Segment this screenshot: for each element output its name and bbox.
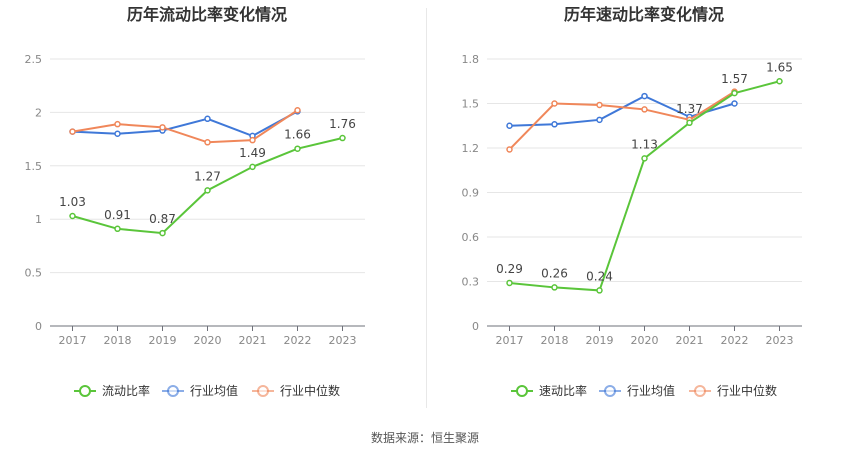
data-label: 0.87 bbox=[149, 212, 176, 226]
data-point-company bbox=[686, 119, 693, 127]
x-tick-label: 2020 bbox=[631, 334, 659, 347]
series-line-industry-median bbox=[72, 109, 299, 144]
data-point-company bbox=[506, 279, 513, 287]
x-tick-label: 2018 bbox=[104, 334, 132, 347]
data-label: 1.76 bbox=[329, 117, 356, 131]
x-tick-label: 2022 bbox=[284, 334, 312, 347]
data-point-industry-avg bbox=[641, 92, 648, 100]
data-label: 1.37 bbox=[676, 102, 703, 116]
legend-marker bbox=[167, 385, 179, 397]
data-label: 1.66 bbox=[284, 128, 311, 142]
x-tick-label: 2023 bbox=[329, 334, 357, 347]
data-point-industry-avg bbox=[596, 116, 603, 124]
data-point-company bbox=[69, 212, 76, 220]
data-label: 1.57 bbox=[721, 72, 748, 86]
data-label: 1.27 bbox=[194, 169, 221, 183]
legend-marker bbox=[694, 385, 706, 397]
x-tick-label: 2022 bbox=[721, 334, 749, 347]
chart-title: 历年流动比率变化情况 bbox=[127, 5, 287, 24]
y-tick-label: 0.9 bbox=[462, 187, 480, 200]
data-point-industry-median bbox=[294, 107, 301, 114]
data-point-company bbox=[294, 145, 301, 152]
data-point-industry-median bbox=[641, 106, 648, 113]
legend-label: 行业均值 bbox=[190, 383, 238, 398]
data-point-industry-median bbox=[506, 146, 513, 153]
data-label: 0.91 bbox=[104, 208, 131, 222]
y-tick-label: 0.3 bbox=[462, 276, 480, 289]
y-tick-label: 2.5 bbox=[25, 53, 43, 66]
data-point-industry-median bbox=[204, 139, 211, 146]
data-source-value: 恒生聚源 bbox=[431, 431, 480, 445]
legend-marker bbox=[79, 385, 91, 397]
x-tick-label: 2019 bbox=[149, 334, 177, 347]
data-point-industry-median bbox=[551, 100, 558, 107]
data-point-industry-avg bbox=[114, 130, 121, 138]
data-point-company bbox=[249, 163, 256, 171]
chart-1: 历年流动比率变化情况 0 0.5 1 1.5 2 2.5 2017 2018 2019 2020 20… bbox=[25, 5, 365, 398]
data-point-industry-avg bbox=[204, 115, 211, 123]
x-tick-label: 2021 bbox=[239, 334, 267, 347]
data-point-industry-median bbox=[159, 124, 166, 131]
data-point-company bbox=[551, 284, 558, 291]
data-label: 0.24 bbox=[586, 269, 613, 283]
legend-label: 行业均值 bbox=[627, 383, 675, 398]
legend-marker bbox=[516, 385, 528, 397]
y-tick-label: 1 bbox=[35, 213, 42, 226]
data-point-industry-median bbox=[114, 120, 121, 128]
legend-label: 速动比率 bbox=[539, 383, 587, 398]
data-label: 0.26 bbox=[541, 266, 568, 280]
y-tick-label: 1.5 bbox=[462, 98, 480, 111]
data-source-footer: 数据来源：恒生聚源 bbox=[0, 429, 850, 446]
data-label: 1.65 bbox=[766, 60, 793, 74]
data-label: 1.13 bbox=[631, 137, 658, 151]
x-tick-label: 2020 bbox=[194, 334, 222, 347]
x-tick-label: 2017 bbox=[496, 334, 524, 347]
data-point-industry-median bbox=[596, 101, 603, 109]
y-tick-label: 2 bbox=[35, 106, 42, 119]
data-point-company bbox=[641, 155, 648, 162]
x-tick-label: 2018 bbox=[541, 334, 569, 347]
data-point-industry-avg bbox=[506, 122, 513, 129]
data-point-company bbox=[114, 225, 121, 233]
y-tick-label: 1.5 bbox=[25, 160, 43, 173]
data-label: 1.49 bbox=[239, 146, 266, 160]
y-tick-label: 0 bbox=[35, 320, 42, 333]
legend-label: 流动比率 bbox=[102, 383, 150, 398]
chart-2: 历年速动比率变化情况 0 0.3 0.6 0.9 1.2 1.5 1.8 2017 2018 201… bbox=[462, 5, 802, 398]
data-point-industry-median bbox=[249, 136, 256, 144]
panel-divider bbox=[426, 8, 427, 408]
x-tick-label: 2023 bbox=[766, 334, 794, 347]
y-tick-label: 0 bbox=[472, 320, 479, 333]
y-tick-label: 0.5 bbox=[25, 267, 43, 280]
legend-marker bbox=[604, 385, 616, 397]
series-line-industry-median bbox=[508, 90, 736, 151]
data-point-company bbox=[596, 287, 603, 294]
x-tick-label: 2017 bbox=[59, 334, 87, 347]
legend-marker bbox=[257, 385, 269, 397]
data-point-industry-avg bbox=[551, 121, 558, 128]
x-tick-label: 2021 bbox=[676, 334, 704, 347]
y-tick-label: 1.2 bbox=[462, 142, 480, 155]
data-point-industry-avg bbox=[731, 100, 738, 107]
data-point-industry-median bbox=[69, 128, 76, 135]
data-point-company bbox=[339, 134, 346, 142]
series-line-industry-avg bbox=[72, 110, 298, 137]
x-tick-label: 2019 bbox=[586, 334, 614, 347]
data-source-label: 数据来源： bbox=[370, 431, 431, 445]
chart-title: 历年速动比率变化情况 bbox=[564, 5, 724, 24]
data-point-company bbox=[731, 89, 738, 97]
data-point-company bbox=[204, 187, 211, 194]
data-point-company bbox=[159, 229, 166, 237]
y-tick-label: 0.6 bbox=[462, 231, 480, 244]
data-label: 0.29 bbox=[496, 262, 523, 276]
data-point-company bbox=[776, 78, 783, 85]
legend-label: 行业中位数 bbox=[717, 383, 777, 398]
legend-label: 行业中位数 bbox=[280, 383, 340, 398]
y-tick-label: 1.8 bbox=[462, 53, 480, 66]
data-label: 1.03 bbox=[59, 195, 86, 209]
